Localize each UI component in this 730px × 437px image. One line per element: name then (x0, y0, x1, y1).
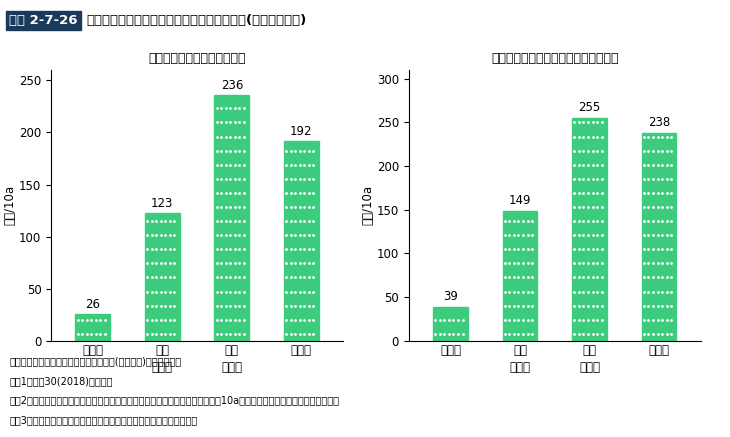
Y-axis label: 千円/10a: 千円/10a (4, 185, 16, 225)
Bar (75, 314, 110, 341)
Y-axis label: 時間/10a: 時間/10a (361, 185, 374, 225)
Bar (642, 133, 677, 341)
Text: 単位面積当たり農業所得、自営農業労働時間(作物別の比較): 単位面積当たり農業所得、自営農業労働時間(作物別の比較) (86, 14, 307, 27)
Text: 野菜作: 野菜作 (221, 361, 242, 374)
Bar (284, 141, 319, 341)
Text: 2）単位面積当たり農業所得、自営農業労働時間とは、作物の作付延べ面積10a当たりの農業所得、自営農業労働時間: 2）単位面積当たり農業所得、自営農業労働時間とは、作物の作付延べ面積10a当たり… (9, 395, 339, 406)
Title: （単位面積当たり農業所得）: （単位面積当たり農業所得） (148, 52, 246, 65)
Text: 野菜作: 野菜作 (510, 361, 531, 374)
Text: 149: 149 (509, 194, 531, 207)
Bar (503, 211, 537, 341)
Bar (433, 307, 468, 341)
Text: 野菜作: 野菜作 (579, 361, 600, 374)
Title: （単位面積当たり自営農業労働時間）: （単位面積当たり自営農業労働時間） (491, 52, 618, 65)
Text: 資料：農林水産省「営農類型別経営統計(個別経営)」を基に作成: 資料：農林水産省「営農類型別経営統計(個別経営)」を基に作成 (9, 356, 182, 366)
Text: 236: 236 (220, 79, 243, 92)
Text: 図表 2-7-26: 図表 2-7-26 (9, 14, 78, 27)
Text: 123: 123 (151, 197, 174, 210)
Text: 255: 255 (578, 101, 601, 114)
Text: 26: 26 (85, 298, 100, 311)
Text: 39: 39 (443, 290, 458, 303)
Bar (572, 118, 607, 341)
Text: 192: 192 (290, 125, 312, 138)
Text: 238: 238 (648, 116, 670, 129)
Text: 野菜作: 野菜作 (152, 361, 173, 374)
Text: 3）自営農業労働時間とは、農業及び農作業受託に関わる労働時間: 3）自営農業労働時間とは、農業及び農作業受託に関わる労働時間 (9, 415, 198, 425)
Bar (145, 213, 180, 341)
Bar (215, 95, 249, 341)
Text: 注：1）平成30(2018)年の数値: 注：1）平成30(2018)年の数値 (9, 376, 113, 386)
